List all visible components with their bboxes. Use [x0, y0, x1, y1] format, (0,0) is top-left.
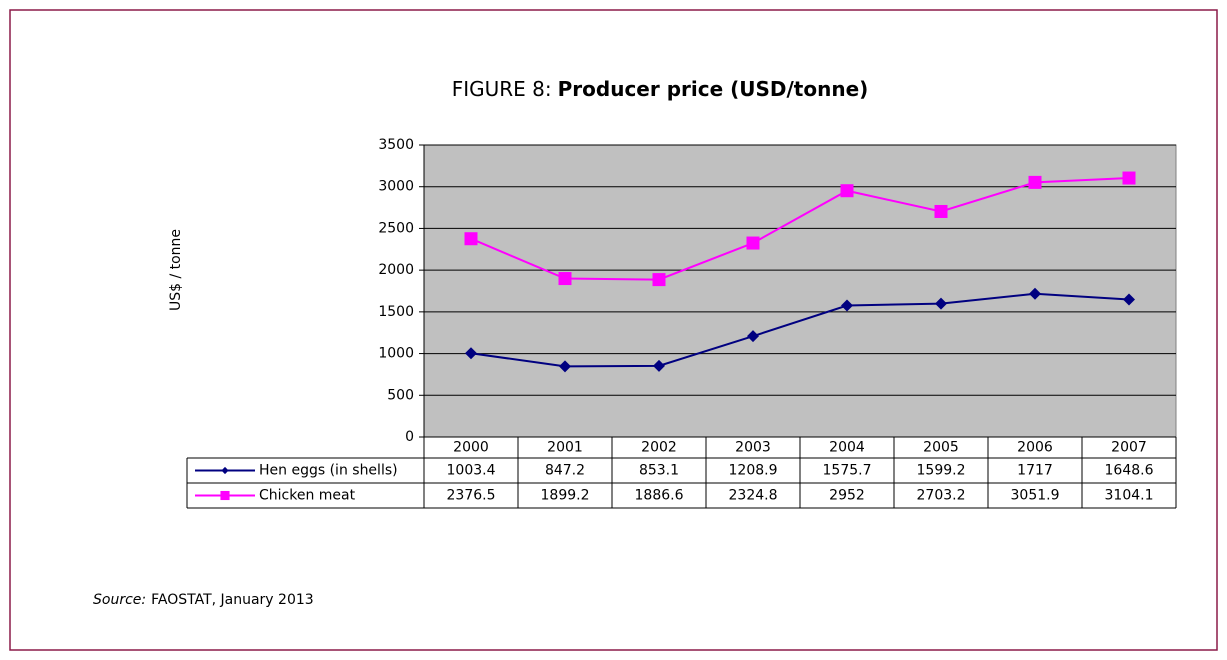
y-axis-label: US$ / tonne [168, 229, 184, 311]
source: FAOSTAT, January 2013 [151, 592, 314, 608]
y-tick-label: 3500 [378, 137, 414, 153]
x-tick-label: 2006 [1017, 440, 1053, 456]
table-value: 2703.2 [917, 488, 966, 504]
point [746, 236, 760, 250]
point [841, 299, 853, 312]
legend-marker [221, 466, 229, 475]
table-value: 3051.9 [1011, 488, 1060, 504]
legend-label: Chicken meat [259, 488, 356, 504]
x-tick-label: 2005 [923, 440, 959, 456]
table-value: 2376.5 [447, 488, 496, 504]
chart-title: Producer price (USD/tonne) [558, 77, 869, 101]
table-value: 1575.7 [823, 463, 872, 479]
table-value: 2952 [829, 488, 865, 504]
point [1123, 293, 1135, 306]
y-tick-label: 2000 [378, 262, 414, 278]
x-tick-label: 2003 [735, 440, 771, 456]
frame [9, 9, 1218, 651]
y-tick-label: 1500 [378, 304, 414, 320]
point [558, 272, 572, 286]
y-tick-label: 500 [387, 387, 414, 403]
table-value: 847.2 [545, 463, 585, 479]
point [1122, 171, 1136, 185]
plot-area [423, 144, 1177, 438]
point [747, 330, 759, 343]
x-tick-label: 2002 [641, 440, 677, 456]
table-value: 1648.6 [1105, 463, 1154, 479]
source-label: Source: [93, 592, 146, 608]
series-line [470, 177, 1130, 281]
point [652, 273, 666, 287]
table-value: 853.1 [639, 463, 679, 479]
y-tick-label: 1000 [378, 346, 414, 362]
point [1029, 287, 1041, 300]
point [464, 232, 478, 246]
table-value: 1717 [1017, 463, 1053, 479]
table-value: 1599.2 [917, 463, 966, 479]
y-tick-label: 3000 [378, 179, 414, 195]
legend-label: Hen eggs (in shells) [259, 463, 398, 479]
table-value: 1208.9 [729, 463, 778, 479]
table-value: 2324.8 [729, 488, 778, 504]
chart-title-wrap: FIGURE 8: Producer price (USD/tonne) [452, 77, 869, 101]
source-wrap: Source: FAOSTAT, January 2013 [93, 592, 314, 608]
x-tick-label: 2004 [829, 440, 865, 456]
figure-label: FIGURE 8: [452, 77, 552, 101]
y-tick-label: 2500 [378, 220, 414, 236]
point [840, 184, 854, 198]
point [653, 359, 665, 372]
point [935, 297, 947, 310]
series-line [470, 292, 1130, 368]
y-tick-label: 0 [405, 429, 414, 445]
point [465, 347, 477, 360]
x-tick-label: 2000 [453, 440, 489, 456]
point [934, 204, 948, 218]
legend-marker [220, 490, 230, 501]
table-value: 1886.6 [635, 488, 684, 504]
x-tick-label: 2007 [1111, 440, 1147, 456]
x-tick-label: 2001 [547, 440, 583, 456]
table-value: 1003.4 [447, 463, 496, 479]
table-value: 1899.2 [541, 488, 590, 504]
table-value: 3104.1 [1105, 488, 1154, 504]
point [559, 360, 571, 373]
point [1028, 175, 1042, 189]
